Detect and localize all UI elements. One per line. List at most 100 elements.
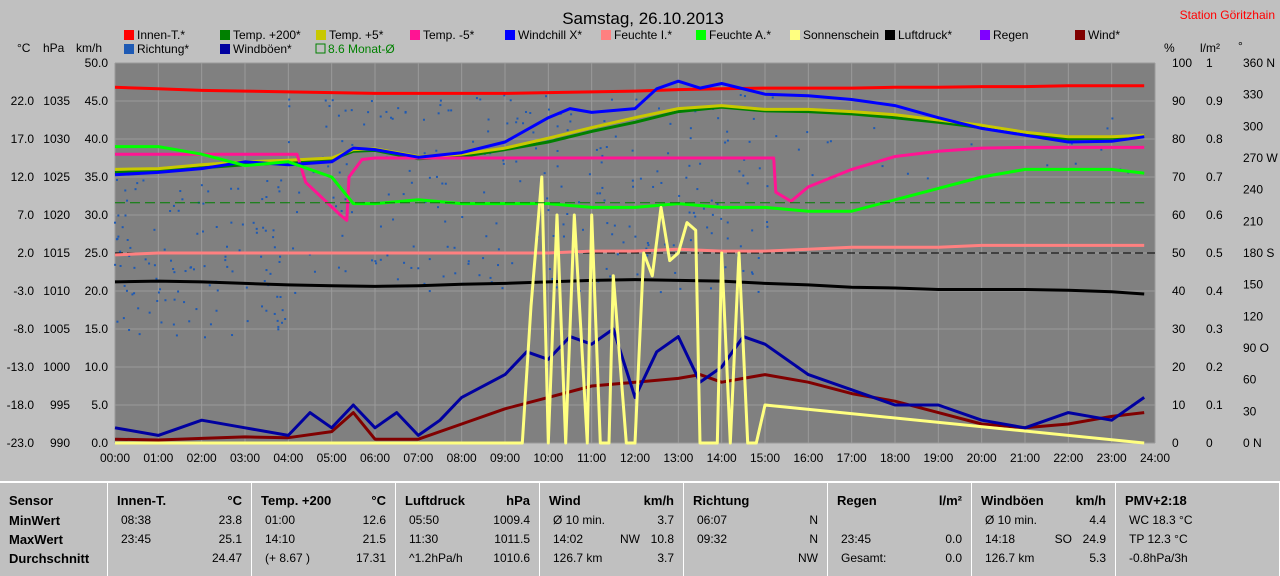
stats-row: 126.7 km 3.7 bbox=[549, 551, 674, 569]
y-tick-celsius: 22.0 bbox=[11, 94, 35, 108]
direction-point bbox=[631, 149, 634, 152]
direction-point bbox=[556, 165, 559, 168]
stats-cell-left: Durchschnitt bbox=[9, 551, 90, 566]
legend-label: Innen-T.* bbox=[137, 28, 185, 42]
legend-label: Regen bbox=[993, 28, 1028, 42]
direction-point bbox=[337, 114, 340, 117]
direction-point bbox=[522, 122, 525, 125]
direction-point bbox=[751, 229, 754, 232]
direction-point bbox=[344, 109, 347, 112]
stats-cell-left: (+ 8.67 ) bbox=[265, 551, 311, 565]
stats-cell-left: 08:38 bbox=[121, 513, 152, 527]
stats-row: 14:10 21.5 bbox=[261, 532, 386, 550]
direction-point bbox=[717, 117, 720, 120]
direction-point bbox=[142, 179, 145, 182]
direction-point bbox=[387, 193, 390, 196]
series-line bbox=[114, 243, 1145, 257]
direction-point bbox=[535, 147, 538, 150]
x-tick-label: 09:00 bbox=[490, 451, 520, 465]
direction-point bbox=[392, 218, 395, 221]
stats-cell-left: 09:32 bbox=[697, 532, 728, 546]
stats-cell-left: ^1.2hPa/h bbox=[409, 551, 463, 565]
stats-row: 06:07 N bbox=[693, 513, 818, 531]
stats-cell-mid: NW bbox=[620, 532, 640, 546]
stats-row: 14:02 NW 10.8 bbox=[549, 532, 674, 550]
direction-point bbox=[775, 135, 778, 138]
stats-cell-value: 5.3 bbox=[1089, 551, 1106, 565]
unit-percent: % bbox=[1164, 41, 1175, 55]
direction-point bbox=[743, 158, 746, 161]
direction-point bbox=[603, 120, 606, 123]
direction-point bbox=[511, 262, 514, 265]
x-tick-label: 17:00 bbox=[837, 451, 867, 465]
direction-point bbox=[689, 239, 692, 242]
direction-point bbox=[652, 185, 655, 188]
direction-point bbox=[588, 173, 591, 176]
legend-swatch bbox=[220, 30, 230, 40]
direction-point bbox=[435, 175, 438, 178]
direction-point bbox=[252, 221, 255, 224]
direction-point bbox=[133, 292, 136, 295]
direction-point bbox=[424, 201, 427, 204]
legend-label: Feuchte I.* bbox=[614, 28, 672, 42]
stats-cell-left: 23:45 bbox=[121, 532, 152, 546]
stats-row: 23:45 0.0 bbox=[837, 532, 962, 550]
weather-chart: 00:00 01:00 02:00 03:00 04:00 05:00 06:00 07:00… bbox=[6, 8, 1279, 465]
y-tick-percent: 10 bbox=[1172, 398, 1186, 412]
direction-point bbox=[277, 186, 280, 189]
direction-point bbox=[115, 238, 118, 241]
y-tick-direction: 150 bbox=[1243, 278, 1263, 292]
direction-point bbox=[742, 174, 745, 177]
direction-point bbox=[128, 254, 131, 257]
stats-cell-value: N bbox=[809, 532, 818, 546]
x-tick-label: 10:00 bbox=[533, 451, 563, 465]
direction-point bbox=[156, 299, 159, 302]
x-tick-label: 08:00 bbox=[447, 451, 477, 465]
direction-point bbox=[439, 104, 442, 107]
direction-point bbox=[461, 216, 464, 219]
direction-point bbox=[501, 287, 504, 290]
legend-label: Sonnenschein bbox=[803, 28, 879, 42]
direction-point bbox=[752, 117, 755, 120]
stats-row: 11:30 1011.5 bbox=[405, 532, 530, 550]
x-tick-label: 22:00 bbox=[1053, 451, 1083, 465]
stats-cell-value: 17.31 bbox=[355, 551, 386, 565]
y-tick-rain: 0.5 bbox=[1206, 246, 1223, 260]
legend-swatch bbox=[980, 30, 990, 40]
direction-point bbox=[216, 289, 219, 292]
stats-column: Windböen km/h Ø 10 min. 4.4 14:18 SO 24.9 126.7… bbox=[972, 483, 1116, 576]
direction-point bbox=[628, 225, 631, 228]
direction-point bbox=[560, 185, 563, 188]
direction-point bbox=[726, 139, 729, 142]
y-tick-rain: 0.7 bbox=[1206, 170, 1223, 184]
y-tick-percent: 80 bbox=[1172, 132, 1186, 146]
direction-point bbox=[751, 272, 754, 275]
stats-cell-value: 3.7 bbox=[657, 513, 674, 527]
legend-label: Richtung* bbox=[137, 42, 189, 56]
stats-header-unit: km/h bbox=[643, 493, 674, 508]
legend-label: Windchill X* bbox=[518, 28, 582, 42]
direction-point bbox=[224, 259, 227, 262]
direction-point bbox=[726, 130, 729, 133]
stats-cell-value: NW bbox=[798, 551, 818, 565]
stats-cell-value: 3.7 bbox=[657, 551, 674, 565]
direction-point bbox=[379, 115, 382, 118]
legend-label: Feuchte A.* bbox=[709, 28, 771, 42]
y-tick-celsius: -13.0 bbox=[7, 360, 35, 374]
direction-point bbox=[169, 209, 172, 212]
stats-column-header: Richtung bbox=[693, 493, 818, 508]
direction-point bbox=[117, 235, 120, 238]
y-tick-kmh: 20.0 bbox=[85, 284, 109, 298]
legend-swatch bbox=[220, 44, 230, 54]
direction-point bbox=[797, 148, 800, 151]
direction-point bbox=[622, 241, 625, 244]
direction-point bbox=[379, 258, 382, 261]
direction-point bbox=[391, 117, 394, 120]
station-name: Station Göritzhain bbox=[1180, 8, 1275, 22]
direction-point bbox=[281, 321, 284, 324]
direction-point bbox=[128, 328, 131, 331]
stats-header-unit: °C bbox=[227, 493, 242, 508]
x-tick-label: 21:00 bbox=[1010, 451, 1040, 465]
stats-column-header: Temp. +200 °C bbox=[261, 493, 386, 508]
stats-row: ^1.2hPa/h 1010.6 bbox=[405, 551, 530, 569]
